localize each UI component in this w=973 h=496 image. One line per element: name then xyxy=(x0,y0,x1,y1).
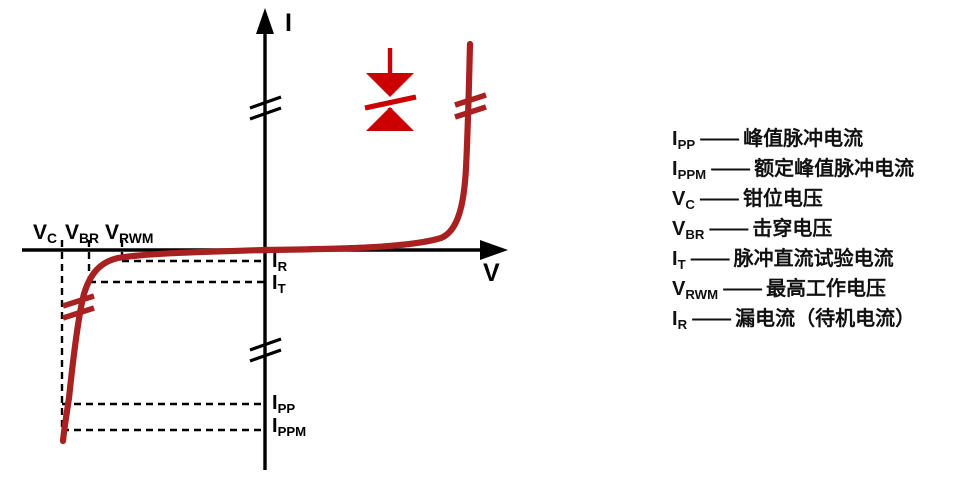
legend-item-ippm: IPPM —— 额定峰值脉冲电流 xyxy=(672,152,972,182)
tick-vc-base: V xyxy=(33,221,48,244)
legend-ir-sub: R xyxy=(677,316,688,332)
iv-curve-svg xyxy=(22,8,508,470)
legend-vc-base: V xyxy=(672,188,686,210)
legend-it-base: I xyxy=(672,248,678,270)
legend-ir-base: I xyxy=(672,308,678,330)
tick-label-ipp: IPP xyxy=(272,392,296,416)
legend-symbol-ipp: IPP xyxy=(672,128,696,152)
legend-dash-vrwm: —— xyxy=(723,278,762,300)
legend-dash-ir: —— xyxy=(692,308,731,330)
tick-ippm-sub: PPM xyxy=(277,423,307,439)
legend-item-vrwm: VRWM —— 最高工作电压 xyxy=(672,272,972,302)
bidirectional-tvs-diode-symbol xyxy=(364,48,417,131)
i-axis-break-upper xyxy=(249,95,282,121)
legend-it-sub: T xyxy=(677,256,686,272)
legend-symbol-ippm: IPPM xyxy=(672,158,707,182)
legend-ippm-base: I xyxy=(672,158,678,180)
tick-vrwm-sub: RWM xyxy=(119,229,154,246)
tick-label-vbr: VBR xyxy=(65,221,100,246)
tick-label-ir: IR xyxy=(272,250,288,274)
i-axis-label: I xyxy=(285,9,292,37)
legend-text-vbr: 击穿电压 xyxy=(752,218,833,240)
curve-reverse-breakdown xyxy=(59,246,269,445)
legend-item-ipp: IPP —— 峰值脉冲电流 xyxy=(672,122,972,152)
legend-text-it: 脉冲直流试验电流 xyxy=(733,248,894,270)
legend-text-vc: 钳位电压 xyxy=(742,188,823,210)
legend-symbol-it: IT xyxy=(672,248,686,272)
legend-ipp-base: I xyxy=(672,128,678,150)
legend-item-it: IT —— 脉冲直流试验电流 xyxy=(672,242,972,272)
tick-vc-sub: C xyxy=(47,229,58,246)
dashed-guides xyxy=(60,240,265,432)
legend-text-ippm: 额定峰值脉冲电流 xyxy=(754,158,915,180)
v-axis-label: V xyxy=(483,259,500,287)
tick-it-sub: T xyxy=(277,280,286,296)
diode-zener-bar xyxy=(364,94,417,111)
i-axis-arrowhead xyxy=(256,8,274,34)
tick-ippm-base: I xyxy=(272,415,278,437)
tick-label-ippm: IPPM xyxy=(272,415,307,439)
legend-dash-ipp: —— xyxy=(700,128,739,150)
curve-break-reverse xyxy=(62,293,95,321)
legend-item-vbr: VBR —— 击穿电压 xyxy=(672,212,972,242)
legend-item-vc: VC —— 钳位电压 xyxy=(672,182,972,212)
tick-ipp-sub: PP xyxy=(277,400,296,416)
legend-symbol-vbr: VBR xyxy=(672,218,705,242)
tick-label-vc: VC xyxy=(33,221,58,246)
legend-ippm-sub: PPM xyxy=(677,166,707,182)
legend-vbr-base: V xyxy=(672,218,686,240)
tick-ir-base: I xyxy=(272,250,278,272)
tick-it-base: I xyxy=(272,272,278,294)
legend-text-ipp: 峰值脉冲电流 xyxy=(743,128,864,150)
tick-ipp-base: I xyxy=(272,392,278,414)
legend-ipp-sub: PP xyxy=(677,136,696,152)
legend-dash-it: —— xyxy=(690,248,730,270)
legend-vrwm-sub: RWM xyxy=(685,286,719,302)
tick-vrwm-base: V xyxy=(105,221,120,244)
tick-ir-sub: R xyxy=(277,258,288,274)
legend-item-ir: IR —— 漏电流（待机电流） xyxy=(672,302,972,332)
legend-text-vrwm: 最高工作电压 xyxy=(766,278,887,300)
i-axis-break-lower xyxy=(249,337,282,363)
curve-break-forward xyxy=(454,92,487,120)
tick-vbr-base: V xyxy=(65,221,80,244)
v-axis-arrowhead xyxy=(480,240,508,260)
legend-dash-ippm: —— xyxy=(711,158,750,180)
legend-vbr-sub: BR xyxy=(685,226,705,242)
legend-symbol-vrwm: VRWM xyxy=(672,278,719,302)
legend: IPP —— 峰值脉冲电流 IPPM —— 额定峰值脉冲电流 VC —— 钳位电… xyxy=(672,122,972,332)
diode-triangle-lower xyxy=(366,107,414,131)
diode-triangle-upper xyxy=(366,73,414,97)
legend-dash-vbr: —— xyxy=(709,218,748,240)
tick-label-it: IT xyxy=(272,272,286,296)
tick-label-vrwm: VRWM xyxy=(105,221,154,246)
legend-symbol-vc: VC xyxy=(672,188,695,212)
legend-symbol-ir: IR xyxy=(672,308,688,332)
curve-forward-conduction xyxy=(261,40,474,254)
legend-vc-sub: C xyxy=(685,196,695,212)
chart-plot-area: I V VC VBR VRWM IR IT IPP IPPM xyxy=(22,8,508,470)
legend-dash-vc: —— xyxy=(699,188,739,210)
tick-vbr-sub: BR xyxy=(79,229,100,246)
legend-vrwm-base: V xyxy=(672,278,686,300)
legend-text-ir: 漏电流（待机电流） xyxy=(735,308,916,330)
